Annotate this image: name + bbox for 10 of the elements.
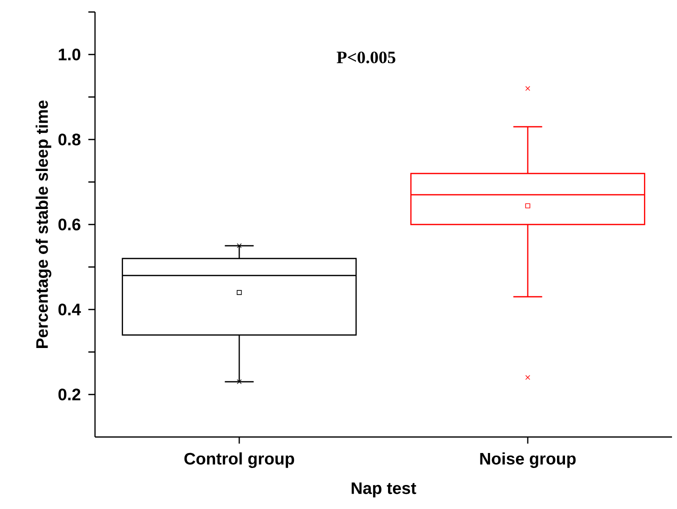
y-tick-label: 1.0	[58, 48, 80, 60]
y-tick-label: 0.4	[58, 304, 81, 316]
y-axis-title: Percentage of stable sleep time	[36, 100, 52, 348]
y-tick-label: 0.2	[58, 388, 80, 400]
x-tick-label: Noise group	[480, 452, 576, 468]
y-tick-label: 0.8	[58, 134, 80, 146]
annotation: P<0.005	[336, 52, 396, 64]
x-axis-title: Nap test	[352, 482, 416, 498]
x-tick-label: Control group	[184, 452, 294, 468]
y-tick-label: 0.6	[58, 218, 80, 230]
